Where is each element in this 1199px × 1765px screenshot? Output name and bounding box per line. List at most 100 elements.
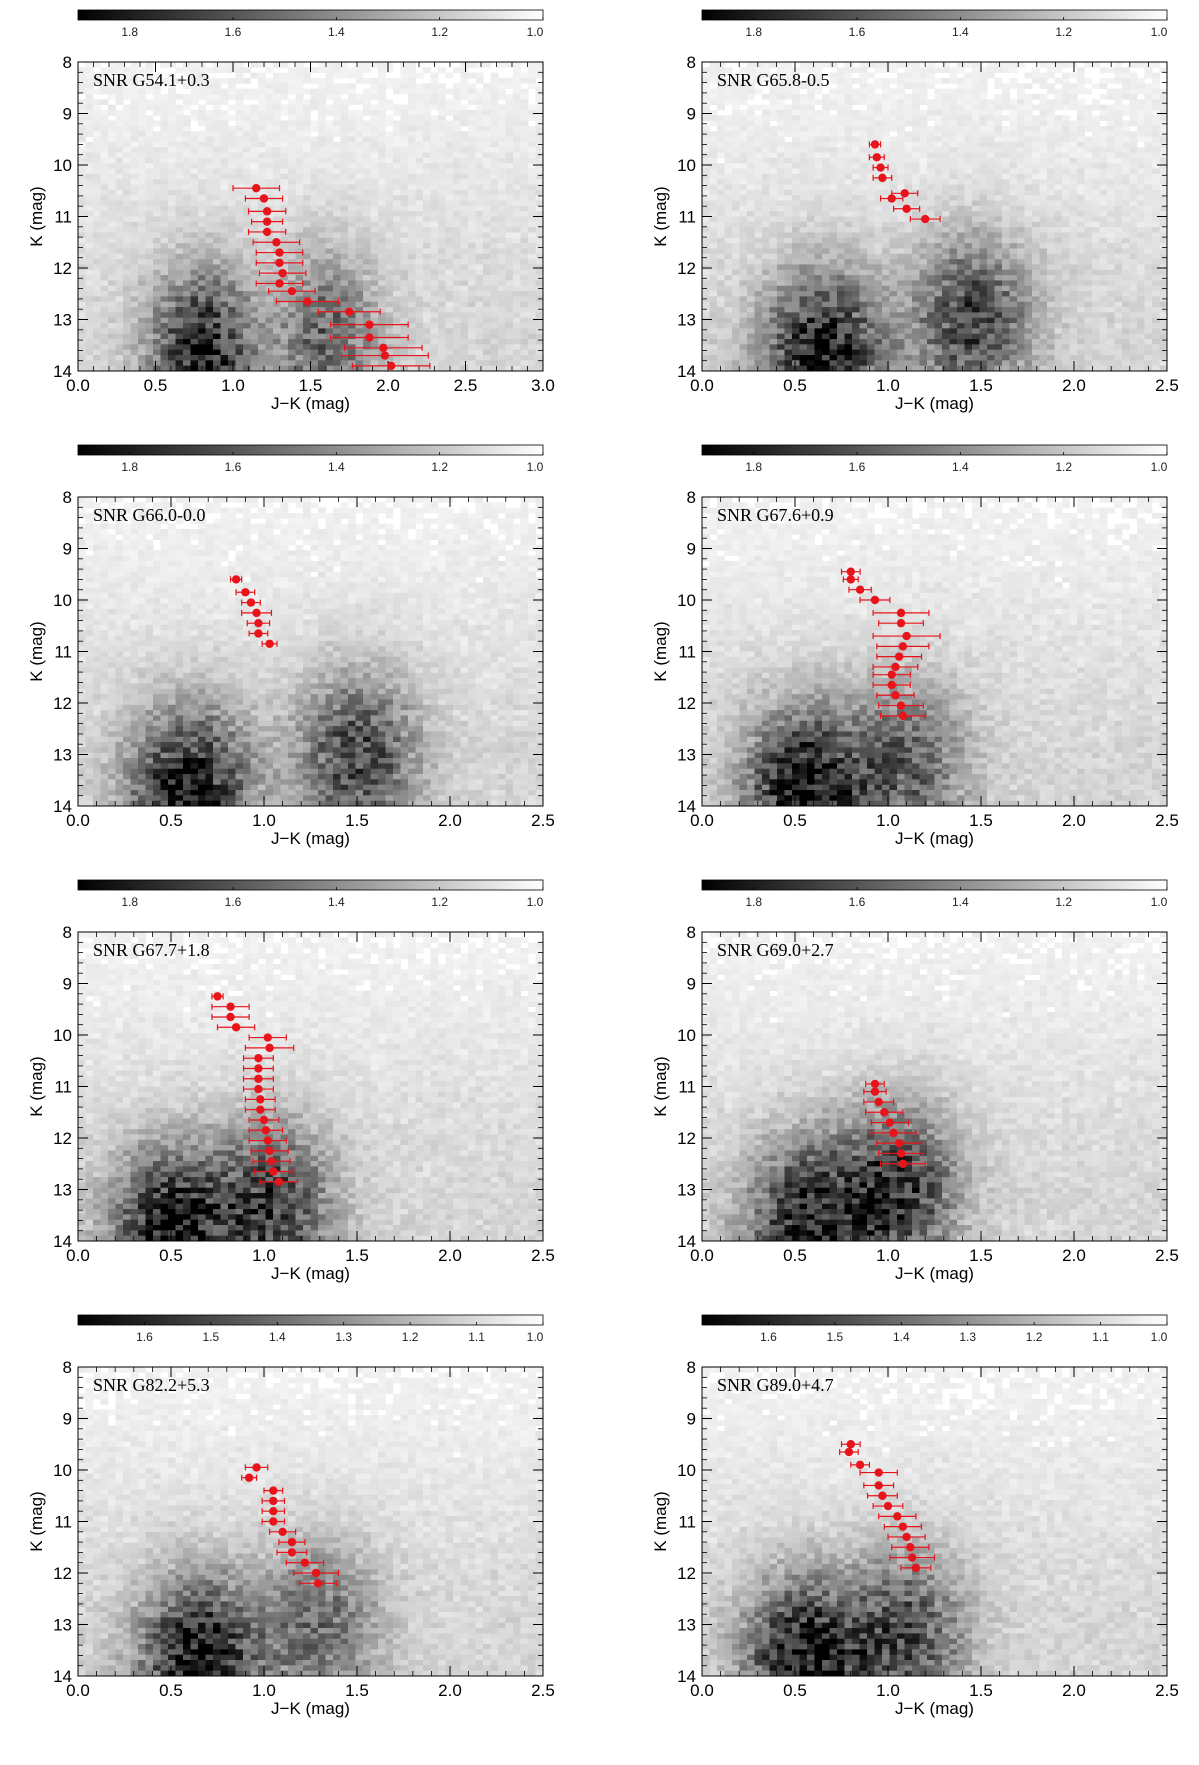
density-map bbox=[78, 62, 543, 371]
data-point bbox=[379, 343, 388, 353]
data-point bbox=[303, 297, 312, 306]
data-point bbox=[311, 1568, 321, 1578]
x-tick-label: 2.5 bbox=[1155, 376, 1179, 395]
colorbar-tick-label: 1.0 bbox=[527, 1330, 544, 1344]
colorbar-tick-label: 1.8 bbox=[745, 460, 762, 474]
data-point bbox=[241, 588, 250, 597]
y-tick-label: 11 bbox=[54, 1078, 72, 1097]
y-tick-label: 11 bbox=[54, 1513, 72, 1532]
y-tick-label: 12 bbox=[677, 694, 696, 713]
data-point bbox=[900, 189, 909, 198]
x-tick-label: 0.0 bbox=[690, 1246, 714, 1265]
x-tick-label: 0.5 bbox=[783, 1681, 807, 1700]
data-point bbox=[262, 217, 272, 226]
colorbar-tick-label: 1.6 bbox=[849, 25, 866, 39]
chart-panel-7: 1.6 1.5 1.4 1.3 1.2 1.1 1.0 0.0 0.5 1.0 1.5 2.0 2.5 8… bbox=[27, 1314, 555, 1718]
data-point bbox=[287, 1537, 297, 1547]
colorbar-tick-label: 1.0 bbox=[1151, 25, 1168, 39]
panel-title: SNR G89.0+4.7 bbox=[717, 1375, 834, 1395]
y-axis-label: K (mag) bbox=[27, 621, 46, 681]
y-tick-label: 8 bbox=[63, 1358, 72, 1377]
data-point bbox=[889, 1128, 898, 1138]
chart-panel-1: 1.8 1.6 1.4 1.2 1.0 0.0 0.5 1.0 1.5 2.0 2.5 3.0 8 9 10… bbox=[27, 9, 555, 413]
y-tick-label: 8 bbox=[63, 53, 72, 72]
data-point bbox=[880, 1108, 889, 1117]
data-point bbox=[226, 1002, 235, 1011]
colorbar-tick-label: 1.2 bbox=[402, 1330, 419, 1344]
x-tick-label: 1.0 bbox=[252, 1681, 276, 1700]
x-tick-label: 3.0 bbox=[531, 376, 555, 395]
x-tick-label: 0.0 bbox=[690, 376, 714, 395]
x-tick-label: 1.5 bbox=[969, 376, 993, 395]
data-point bbox=[887, 680, 896, 690]
density-map bbox=[78, 1367, 543, 1676]
colorbar-tick-label: 1.5 bbox=[827, 1330, 844, 1344]
data-point bbox=[874, 1097, 883, 1107]
data-point bbox=[254, 1074, 263, 1083]
y-tick-label: 9 bbox=[687, 540, 696, 559]
data-point bbox=[898, 642, 908, 651]
data-point bbox=[855, 1460, 865, 1470]
x-tick-label: 1.5 bbox=[969, 1246, 993, 1265]
colorbar-tick-label: 1.2 bbox=[431, 895, 448, 909]
data-point bbox=[269, 1507, 278, 1516]
data-point bbox=[870, 1079, 880, 1089]
y-tick-label: 12 bbox=[677, 1129, 696, 1148]
data-point bbox=[870, 140, 880, 149]
colorbar bbox=[701, 444, 1168, 456]
y-axis-label: K (mag) bbox=[651, 1491, 670, 1551]
panel-title: SNR G65.8-0.5 bbox=[717, 70, 830, 90]
colorbar bbox=[77, 9, 544, 21]
panel-title: SNR G54.1+0.3 bbox=[93, 70, 210, 90]
x-axis-label: J−K (mag) bbox=[271, 829, 350, 848]
colorbar bbox=[77, 879, 544, 891]
data-point bbox=[874, 1468, 883, 1477]
x-tick-label: 2.0 bbox=[1062, 811, 1086, 830]
data-point bbox=[278, 268, 287, 278]
data-point bbox=[878, 1491, 887, 1500]
y-tick-label: 12 bbox=[677, 259, 696, 278]
y-tick-label: 10 bbox=[53, 156, 72, 175]
x-tick-label: 0.5 bbox=[159, 811, 183, 830]
data-point bbox=[213, 992, 222, 1001]
y-tick-label: 9 bbox=[687, 1410, 696, 1429]
data-point bbox=[844, 1447, 854, 1457]
data-point bbox=[231, 1023, 241, 1032]
data-point bbox=[265, 1043, 274, 1053]
data-point bbox=[269, 1496, 278, 1506]
colorbar-tick-label: 1.6 bbox=[225, 460, 242, 474]
y-tick-label: 14 bbox=[53, 1232, 72, 1251]
y-tick-label: 10 bbox=[677, 591, 696, 610]
x-tick-label: 1.5 bbox=[969, 1681, 993, 1700]
panel-title: SNR G66.0-0.0 bbox=[93, 505, 206, 525]
colorbar-tick-label: 1.6 bbox=[225, 25, 242, 39]
data-point bbox=[269, 1167, 278, 1176]
x-tick-label: 0.0 bbox=[66, 1246, 90, 1265]
y-tick-label: 9 bbox=[63, 540, 72, 559]
y-axis-label: K (mag) bbox=[27, 186, 46, 246]
y-tick-label: 13 bbox=[53, 1616, 72, 1635]
colorbar bbox=[701, 879, 1168, 891]
x-tick-label: 0.0 bbox=[66, 376, 90, 395]
colorbar-tick-label: 1.2 bbox=[431, 460, 448, 474]
y-tick-label: 8 bbox=[63, 488, 72, 507]
x-tick-label: 1.5 bbox=[969, 811, 993, 830]
data-point bbox=[287, 286, 297, 296]
x-tick-label: 2.0 bbox=[1062, 1246, 1086, 1265]
y-tick-label: 8 bbox=[63, 923, 72, 942]
y-tick-label: 11 bbox=[678, 1513, 696, 1532]
colorbar bbox=[701, 1314, 1168, 1326]
colorbar-tick-label: 1.8 bbox=[121, 460, 138, 474]
data-point bbox=[846, 575, 855, 584]
y-tick-label: 9 bbox=[63, 105, 72, 124]
y-tick-label: 11 bbox=[54, 643, 72, 662]
colorbar-tick-label: 1.0 bbox=[1151, 1330, 1168, 1344]
x-tick-label: 0.5 bbox=[144, 376, 168, 395]
data-point bbox=[246, 598, 256, 607]
data-point bbox=[911, 1563, 921, 1573]
colorbar-tick-label: 1.0 bbox=[527, 25, 544, 39]
data-point bbox=[894, 1138, 904, 1148]
colorbar bbox=[701, 9, 1168, 21]
data-point bbox=[252, 1463, 261, 1472]
colorbar-tick-label: 1.2 bbox=[1055, 460, 1072, 474]
